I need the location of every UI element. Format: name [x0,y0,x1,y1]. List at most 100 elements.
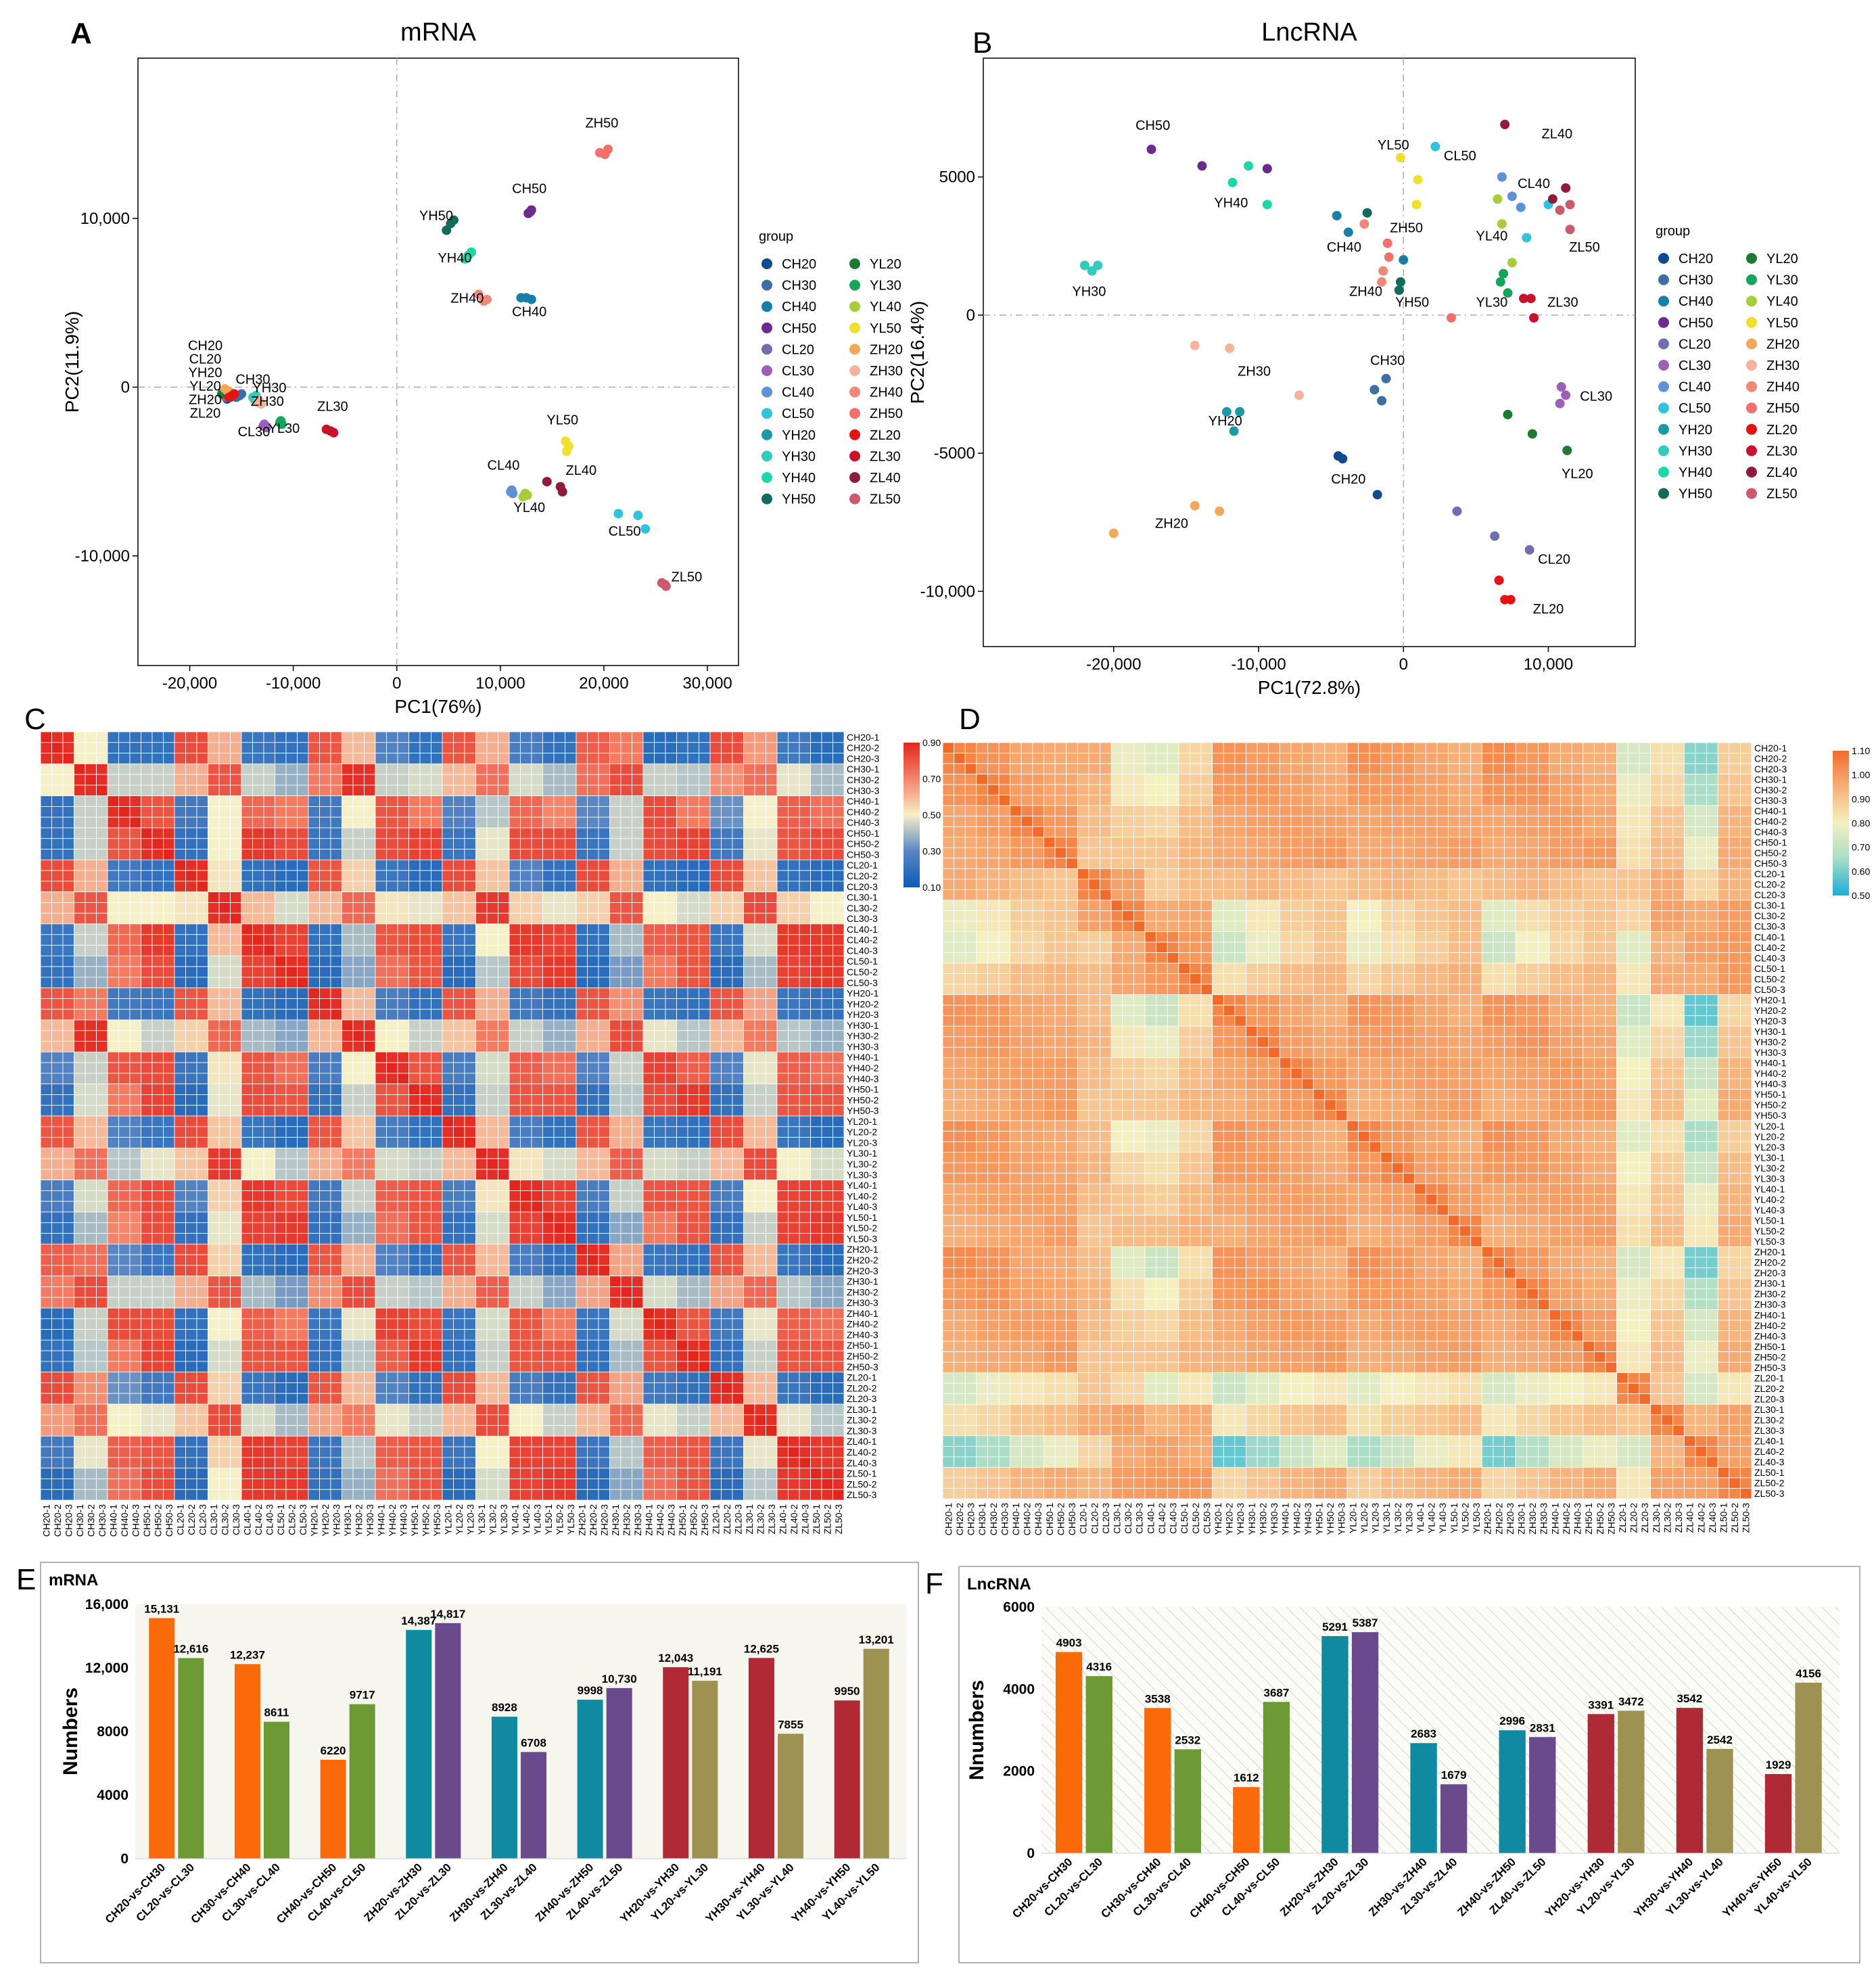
heatmap-cell [553,1307,565,1320]
heatmap-cell [185,1169,197,1181]
heatmap-cell [397,1233,409,1244]
heatmap-cell [799,1084,811,1095]
heatmap-cell [833,1339,845,1351]
heatmap-cell [285,1372,298,1383]
heatmap-cell [241,881,253,893]
heatmap-cell [263,1169,275,1181]
heatmap-cell [129,1094,141,1106]
heatmap-cell [833,1190,845,1202]
heatmap-cell [431,753,443,764]
heatmap-cell [375,1276,387,1287]
heatmap-cell [118,731,131,743]
heatmap-cell [498,753,510,764]
heatmap-cell [419,1041,431,1052]
heatmap-cell [352,923,365,935]
heatmap-cell [342,881,354,893]
heatmap-cell [620,1126,632,1138]
heatmap-cell [352,1403,365,1416]
heatmap-cell [498,785,510,797]
heatmap-cell [687,1361,699,1373]
heatmap-cell [62,1104,74,1117]
heatmap-cell [319,1041,331,1052]
heatmap-cell [107,1201,119,1213]
heatmap-cell [241,1297,253,1309]
heatmap-cell [453,977,465,989]
heatmap-cell [642,763,655,775]
heatmap-cell [587,1051,599,1063]
heatmap-cell [397,1041,409,1052]
heatmap-cell [51,1115,64,1127]
heatmap-cell [509,934,521,946]
heatmap-cell [375,1222,387,1234]
heatmap-cell [252,838,264,849]
legend-swatch-cl20 [761,344,772,355]
heatmap-cell [754,1211,766,1224]
heatmap-cell [486,870,498,882]
heatmap-cell [721,977,733,989]
heatmap-cell [587,1307,599,1320]
heatmap-cell [297,1414,309,1426]
heatmap-cell [576,998,588,1010]
heatmap-cell [709,966,722,978]
heatmap-cell [576,934,588,946]
heatmap-cell [464,977,476,989]
heatmap-cell [129,816,141,829]
heatmap-cell [620,827,632,839]
heatmap-cell [431,827,443,839]
heatmap-cell [542,987,555,999]
heatmap-cell [297,923,309,935]
heatmap-cell [118,859,131,871]
heatmap-cell [676,1030,688,1042]
heatmap-cell [163,945,175,956]
heatmap-cell [833,731,845,743]
heatmap-cell [252,1126,264,1138]
heatmap-cell [263,1361,275,1373]
heatmap-cell [587,827,599,839]
heatmap-cell [453,838,465,849]
heatmap-cell [96,1382,108,1394]
heatmap-cell [74,1307,86,1320]
heatmap-cell [821,1393,833,1405]
heatmap-cell [442,966,454,978]
legend-swatch-cl20 [1658,338,1669,350]
heatmap-cell [833,912,845,925]
heatmap-cell [208,1361,220,1373]
heatmap-cell [766,1180,778,1191]
heatmap-cell [352,934,365,946]
heatmap-cell [62,785,74,797]
heatmap-cell [208,1180,220,1191]
heatmap-cell [576,1307,588,1320]
heatmap-cell [676,1084,688,1095]
heatmap-cell [208,1297,220,1309]
heatmap-cell [665,977,677,989]
heatmap-cell [620,1222,632,1234]
heatmap-cell [151,1169,164,1181]
heatmap-cell [464,1350,476,1362]
heatmap-cell [542,1008,555,1021]
heatmap-cell [163,742,175,753]
heatmap-cell [419,912,431,925]
heatmap-cell [498,1084,510,1095]
heatmap-cell [364,753,376,764]
heatmap-cell [609,1350,622,1362]
heatmap-cell [743,881,755,893]
heatmap-cell [776,870,789,882]
heatmap-cell [174,1094,186,1106]
heatmap-cell [721,998,733,1010]
heatmap-cell [475,731,488,743]
heatmap-cell [553,1329,565,1341]
heatmap-cell [230,1137,242,1148]
heatmap-cell [141,902,153,914]
heatmap-cell [352,1115,365,1127]
heatmap-cell [754,742,766,753]
x-axis-label: PC1(72.8%) [1258,677,1361,698]
heatmap-cell [565,838,577,849]
heatmap-cell [464,1382,476,1394]
heatmap-cell [364,870,376,882]
heatmap-cell [40,1254,52,1266]
heatmap-cell [676,785,688,797]
heatmap-cell [799,1190,811,1202]
heatmap-cell [185,763,197,775]
heatmap-cell [498,1211,510,1224]
heatmap-mrna: CH20-1CH20-1CH20-2CH20-2CH20-3CH20-3CH30… [40,731,941,1537]
